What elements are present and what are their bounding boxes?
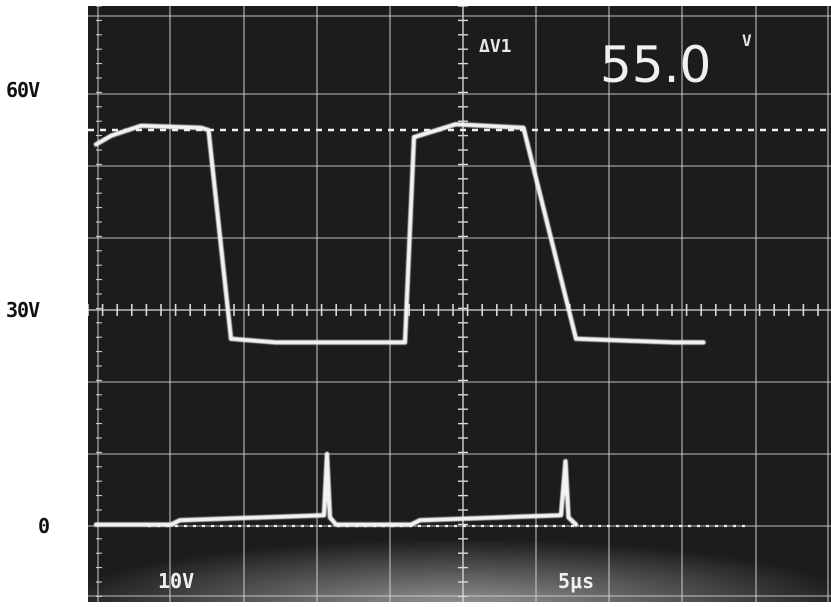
time-per-div: 5μs bbox=[558, 569, 594, 593]
oscilloscope-plot: ΔV1 55.0 V 10V 5μs bbox=[88, 6, 831, 602]
oscilloscope-screen: ΔV1 55.0 V 10V 5μs bbox=[88, 6, 831, 602]
delta-marker bbox=[88, 128, 831, 528]
graticule bbox=[88, 6, 831, 602]
readout-unit: V bbox=[742, 31, 752, 50]
delta-symbol: ΔV1 bbox=[479, 36, 512, 57]
trace-line-1 bbox=[93, 121, 706, 345]
trace-line-2 bbox=[93, 451, 579, 527]
volts-per-div: 10V bbox=[158, 569, 194, 593]
traces bbox=[93, 121, 706, 527]
readout-value: 55.0 bbox=[600, 36, 711, 94]
y-label-0: 0 bbox=[38, 514, 50, 538]
y-label-30v: 30V bbox=[6, 298, 40, 322]
y-label-60v: 60V bbox=[6, 78, 40, 102]
